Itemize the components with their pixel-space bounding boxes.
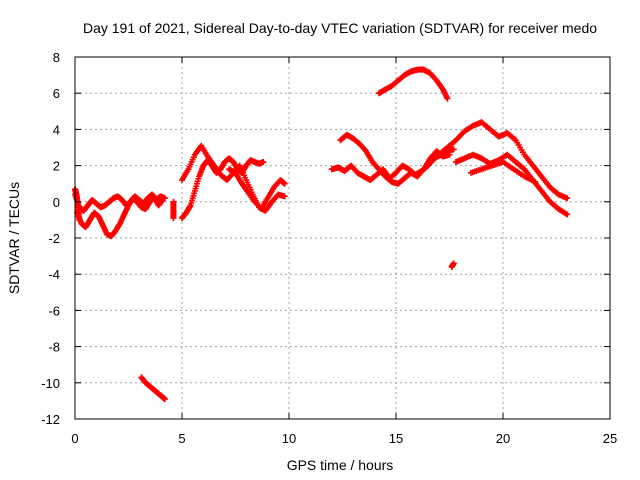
y-tick-label: 2 — [53, 159, 60, 174]
data-points — [72, 66, 571, 403]
series-track-d — [170, 198, 177, 222]
data-point — [281, 193, 288, 200]
data-point — [161, 396, 168, 403]
series-track-h — [226, 166, 288, 213]
y-tick-label: 8 — [53, 50, 60, 65]
y-tick-label: 6 — [53, 86, 60, 101]
y-tick-label: 0 — [53, 195, 60, 210]
data-point — [170, 215, 177, 222]
data-point — [281, 180, 288, 187]
y-tick-label: -2 — [48, 231, 60, 246]
data-point — [564, 211, 571, 218]
data-point — [532, 178, 539, 185]
series-track-f — [179, 155, 267, 222]
series-track-k — [375, 66, 451, 102]
y-tick-label: -6 — [48, 303, 60, 318]
data-point — [450, 146, 457, 153]
grid — [75, 57, 610, 419]
series-track-b — [74, 193, 166, 240]
x-axis-label: GPS time / hours — [287, 457, 394, 473]
series-track-l — [448, 260, 457, 270]
x-tick-label: 25 — [603, 431, 617, 446]
chart-title: Day 191 of 2021, Sidereal Day-to-day VTE… — [83, 20, 597, 36]
y-axis-label: SDTVAR / TECUs — [6, 182, 22, 294]
data-point — [76, 216, 83, 223]
series-track-o — [467, 158, 539, 185]
data-point — [159, 196, 166, 203]
x-ticks: 0 5 10 15 20 25 — [71, 57, 617, 446]
series-track-n — [452, 151, 571, 218]
series-track-m — [435, 119, 571, 202]
data-point — [444, 95, 451, 102]
y-tick-label: -12 — [41, 412, 60, 427]
series-track-g — [179, 142, 288, 214]
x-tick-label: 20 — [496, 431, 510, 446]
data-point — [564, 195, 571, 202]
y-tick-label: -8 — [48, 340, 60, 355]
data-point — [446, 151, 453, 158]
y-tick-label: 4 — [53, 122, 60, 137]
y-tick-label: -4 — [48, 267, 60, 282]
x-tick-label: 5 — [178, 431, 185, 446]
x-tick-label: 10 — [282, 431, 296, 446]
data-point — [260, 158, 267, 165]
series-track-e — [138, 374, 168, 403]
y-ticks: -12 -10 -8 -6 -4 -2 0 2 4 6 8 — [41, 50, 610, 427]
y-tick-label: -10 — [41, 376, 60, 391]
x-tick-label: 15 — [389, 431, 403, 446]
x-tick-label: 0 — [71, 431, 78, 446]
data-point — [450, 260, 457, 267]
